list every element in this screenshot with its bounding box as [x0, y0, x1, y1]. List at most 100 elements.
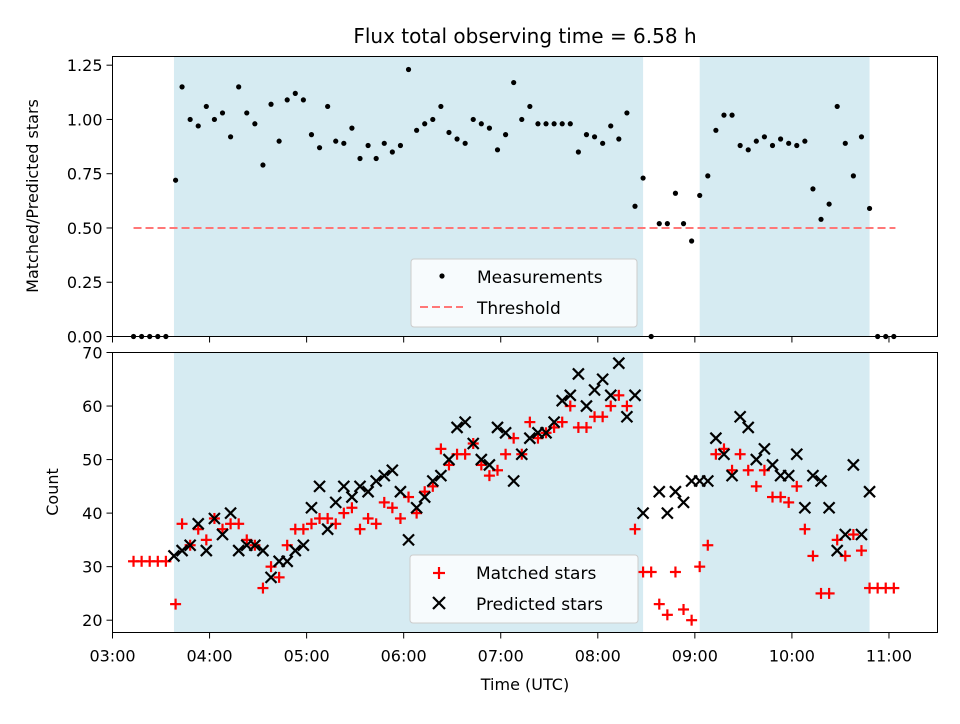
- bottom-plot-frame: [112, 352, 938, 633]
- predicted-star-point: [612, 356, 626, 370]
- predicted-star-point: [256, 544, 270, 557]
- matched-star-point: [200, 534, 212, 546]
- measurement-point: [842, 140, 848, 146]
- predicted-star-point: [224, 506, 237, 520]
- measurement-point: [697, 192, 703, 199]
- top-y-tick-label: 0.50: [67, 219, 103, 238]
- matched-star-point: [305, 518, 317, 530]
- measurement-point: [810, 186, 816, 192]
- matched-star-point: [605, 400, 617, 412]
- predicted-star-point: [701, 474, 715, 488]
- matched-star-point: [475, 459, 487, 471]
- predicted-star-point: [418, 490, 431, 504]
- predicted-star-point: [475, 453, 488, 466]
- top-observing-interval-1: [699, 56, 870, 337]
- matched-star-point: [556, 416, 568, 428]
- measurement-point: [179, 84, 185, 90]
- measurement-point: [227, 134, 234, 140]
- predicted-star-point: [329, 496, 343, 509]
- matched-star-point: [597, 411, 609, 423]
- predicted-star-point: [604, 389, 618, 402]
- matched-star-point: [629, 523, 641, 535]
- measurement-point: [777, 136, 784, 142]
- measurement-point: [414, 127, 420, 133]
- top-y-tick-label: 0.25: [67, 273, 103, 292]
- predicted-star-point: [547, 415, 561, 429]
- bottom-legend: Matched stars Predicted stars: [409, 554, 639, 624]
- predicted-star-point: [353, 480, 367, 493]
- matched-star-point: [645, 566, 657, 578]
- measurement-point: [405, 66, 412, 73]
- matched-star-point: [419, 486, 431, 498]
- predicted-star-point: [596, 372, 609, 386]
- matched-star-point: [233, 518, 245, 530]
- x-tick-label: 04:00: [187, 647, 233, 666]
- measurement-point: [203, 103, 209, 110]
- measurement-point: [567, 121, 573, 127]
- legend-marker-measurements: [439, 273, 445, 279]
- matched-star-point: [653, 598, 665, 610]
- measurement-point: [818, 216, 824, 222]
- matched-star-point: [718, 443, 730, 455]
- matched-star-point: [847, 529, 859, 541]
- measurement-point: [470, 116, 476, 123]
- measurement-point: [786, 140, 792, 146]
- predicted-star-point: [458, 415, 472, 429]
- measurement-point: [357, 155, 363, 162]
- predicted-star-point: [636, 506, 650, 520]
- bottom-legend-box: [409, 554, 639, 624]
- matched-star-point: [370, 518, 382, 530]
- predicted-star-point: [580, 399, 593, 413]
- predicted-star-point: [507, 474, 520, 488]
- predicted-star-point: [175, 544, 189, 557]
- top-legend: Measurements Threshold: [410, 258, 638, 328]
- predicted-star-point: [402, 533, 415, 547]
- measurement-point: [802, 138, 808, 144]
- measurement-point: [341, 140, 347, 146]
- measurement-point: [268, 101, 274, 107]
- matched-star-point: [217, 523, 228, 535]
- predicted-star-point: [232, 544, 245, 557]
- predicted-star-point: [798, 501, 812, 515]
- bottom-panel: 20 30 40 50 60 70 03:00 04:00 05:00 06:00 07:00 08…: [43, 344, 938, 694]
- matched-star-point: [702, 539, 714, 551]
- legend-label-measurements: Measurements: [477, 268, 603, 288]
- predicted-star-point: [305, 501, 318, 515]
- x-tick-label: 06:00: [381, 647, 427, 666]
- predicted-star-point: [855, 528, 868, 541]
- top-y-tick-label: 0.75: [67, 165, 103, 184]
- measurement-point: [543, 121, 549, 127]
- measurement-point: [511, 79, 517, 86]
- predicted-star-point: [717, 447, 731, 461]
- matched-star-point: [580, 421, 592, 433]
- chart-title: Flux total observing time = 6.58 h: [353, 24, 696, 48]
- measurement-point: [381, 140, 387, 146]
- measurement-point: [486, 125, 493, 131]
- predicted-star-point: [386, 464, 399, 477]
- matched-star-point: [500, 448, 512, 460]
- matched-star-point: [524, 416, 536, 428]
- x-tick-label: 09:00: [672, 647, 718, 666]
- matched-star-point: [888, 582, 900, 594]
- matched-star-point: [378, 496, 390, 508]
- bottom-y-axis-label: Count: [43, 468, 62, 516]
- predicted-star-point: [523, 431, 537, 445]
- matched-star-point: [170, 598, 182, 610]
- predicted-star-point: [289, 544, 302, 557]
- x-tick-label: 08:00: [575, 647, 621, 666]
- predicted-star-point: [499, 426, 512, 440]
- matched-star-point: [176, 518, 188, 530]
- measurement-point: [430, 116, 436, 123]
- predicted-star-point: [733, 410, 747, 424]
- measurement-point: [276, 138, 282, 144]
- top-y-axis-label: Matched/Predicted stars: [23, 99, 42, 293]
- measurement-point: [478, 121, 484, 127]
- measurement-point: [721, 112, 727, 118]
- measurement-point: [632, 203, 638, 209]
- matched-star-point: [669, 566, 681, 578]
- predicted-star-point: [442, 453, 456, 466]
- predicted-star-point: [280, 555, 294, 568]
- legend-label-threshold: Threshold: [476, 299, 561, 319]
- predicted-star-point: [410, 501, 423, 515]
